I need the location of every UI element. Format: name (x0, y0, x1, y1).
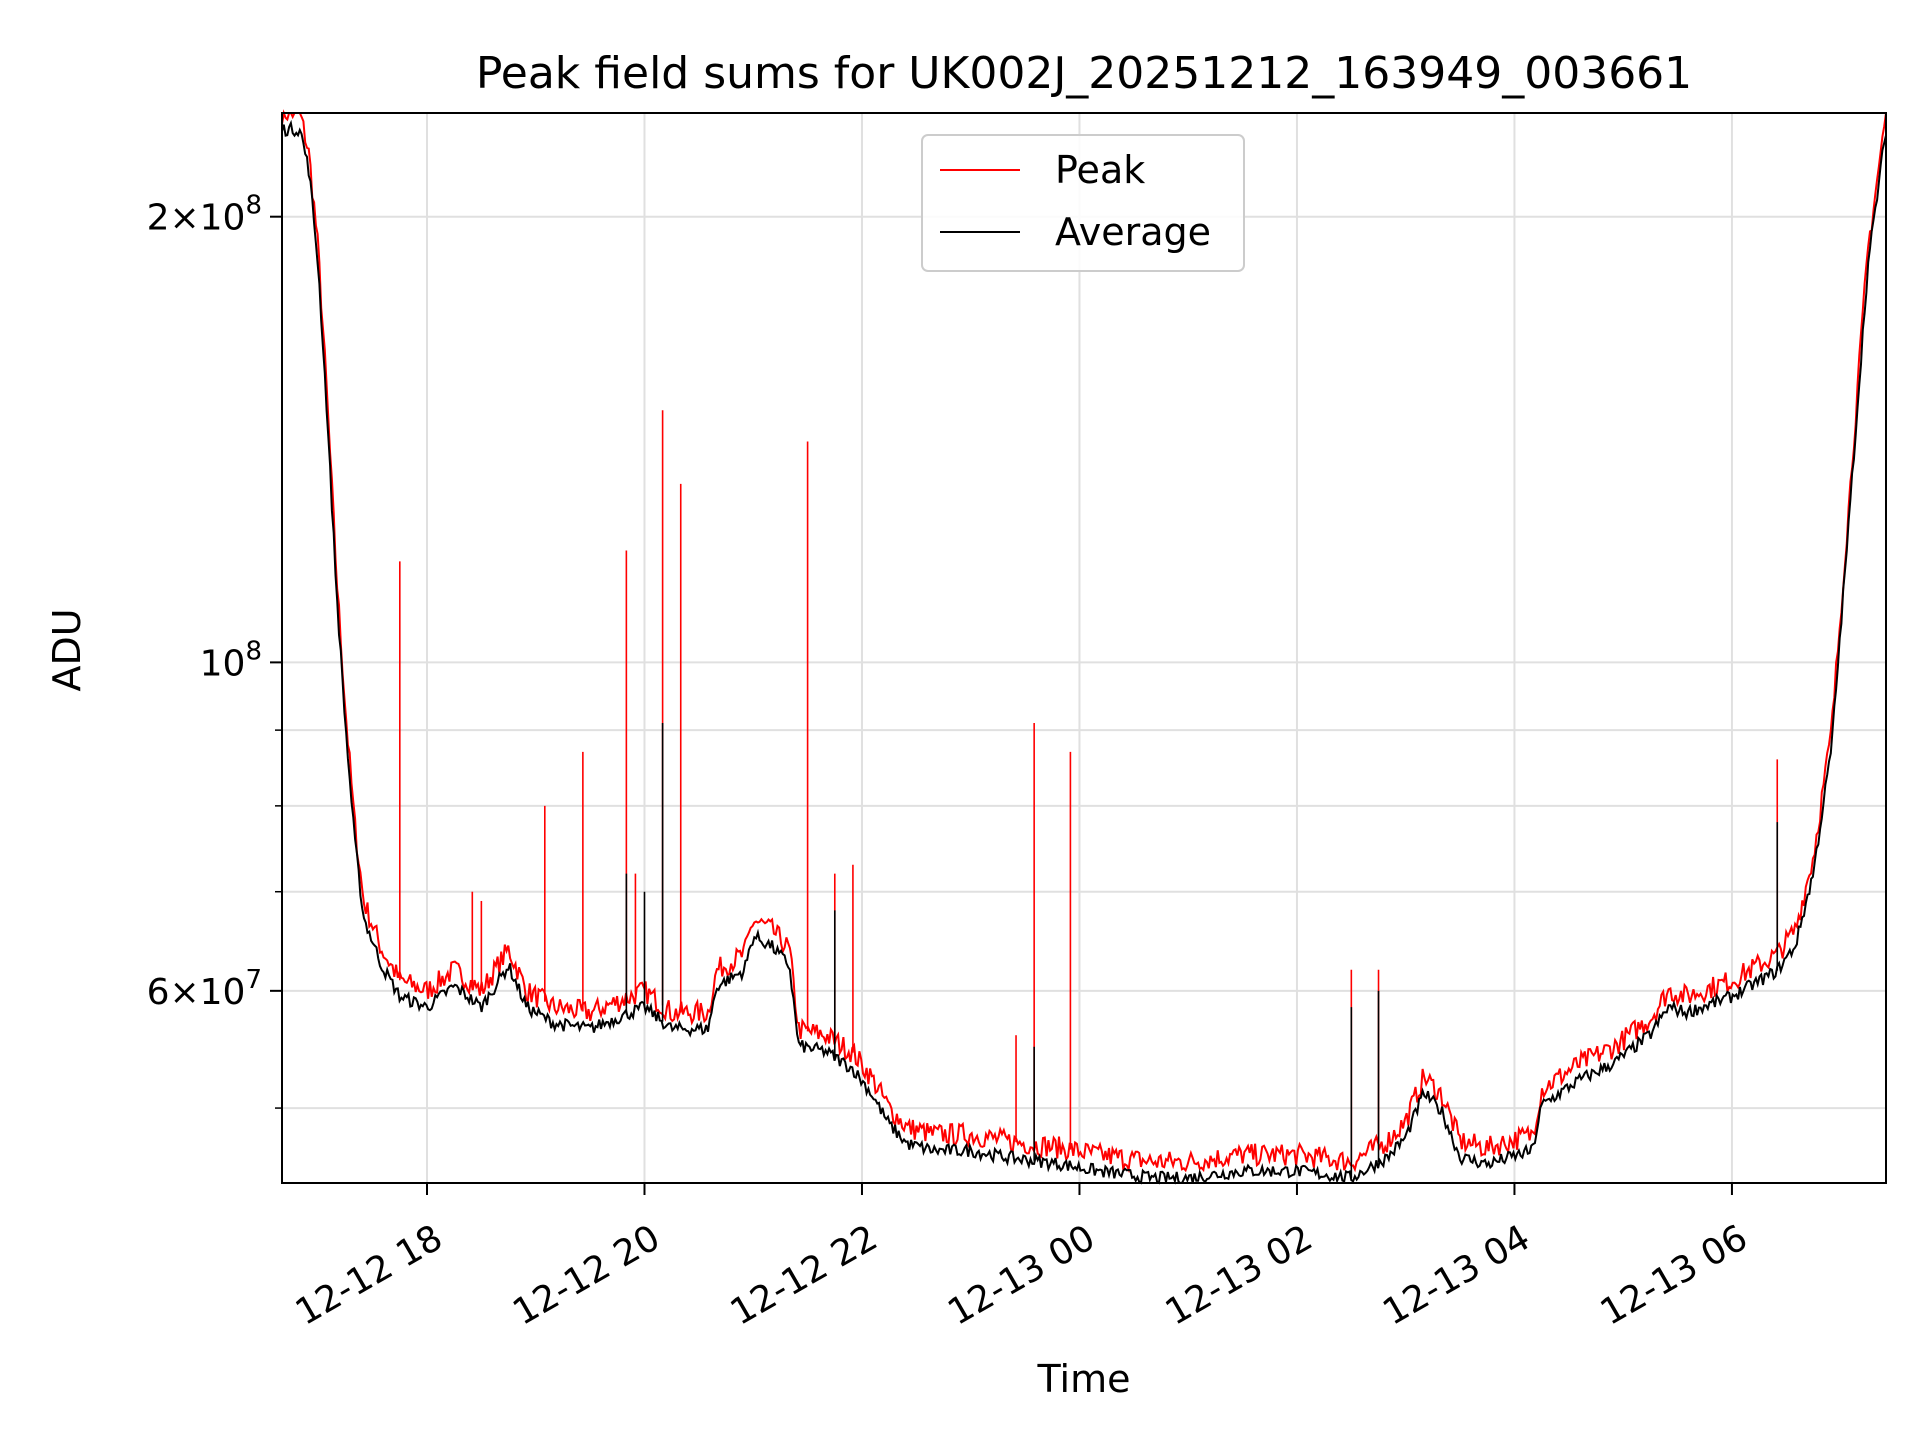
legend-label-peak: Peak (1055, 148, 1145, 192)
x-axis-label: Time (1037, 1357, 1131, 1401)
x-axis-ticks: 12-12 18 12-12 20 12-12 22 12-13 00 12-13 02… (289, 1183, 1755, 1334)
x-tick-label: 12-13 02 (1159, 1217, 1320, 1333)
plot-frame (281, 112, 1887, 1184)
legend-label-average: Average (1055, 210, 1211, 254)
x-tick-label: 12-12 20 (506, 1217, 667, 1333)
series-lines (281, 109, 1887, 1185)
x-tick-label: 12-13 06 (1594, 1217, 1755, 1333)
y-tick-label: 108 (200, 636, 262, 684)
series-line-average (281, 119, 1887, 1185)
y-axis-ticks: 108 2×108 6×107 (147, 191, 282, 1109)
y-tick-label: 6×107 (147, 965, 262, 1013)
grid (282, 113, 1886, 1183)
y-axis-label: ADU (45, 608, 89, 691)
chart-title: Peak field sums for UK002J_20251212_1639… (476, 48, 1692, 99)
x-tick-label: 12-12 22 (724, 1217, 885, 1333)
x-tick-label: 12-12 18 (289, 1217, 450, 1333)
y-tick-label: 2×108 (147, 191, 262, 239)
x-tick-label: 12-13 04 (1376, 1217, 1537, 1333)
x-tick-label: 12-13 00 (941, 1217, 1102, 1333)
legend: Peak Average (921, 134, 1245, 272)
series-line-peak (281, 109, 1887, 1174)
